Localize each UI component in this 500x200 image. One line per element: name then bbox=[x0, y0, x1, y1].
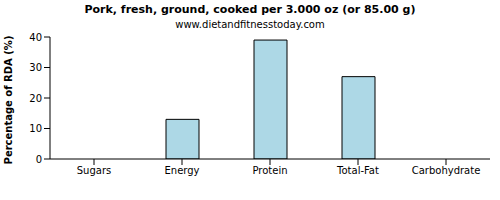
svg-text:20: 20 bbox=[29, 93, 42, 104]
svg-text:40: 40 bbox=[29, 32, 42, 43]
svg-text:30: 30 bbox=[29, 62, 42, 73]
html-text:www.dietandfitnesstoday.com: www.dietandfitnesstoday.com bbox=[175, 19, 325, 30]
html-text:Pork, fresh, ground, cooked pe: Pork, fresh, ground, cooked per 3.000 oz… bbox=[84, 3, 416, 16]
svg-text:Protein: Protein bbox=[252, 165, 287, 176]
svg-text:Percentage of RDA (%): Percentage of RDA (%) bbox=[8, 36, 14, 165]
svg-text:Total-Fat: Total-Fat bbox=[336, 165, 379, 176]
svg-text:Carbohydrate: Carbohydrate bbox=[412, 165, 481, 176]
svg-text:0: 0 bbox=[36, 154, 42, 165]
svg-text:Energy: Energy bbox=[164, 165, 199, 176]
svg-text:10: 10 bbox=[29, 123, 42, 134]
svg-text:Sugars: Sugars bbox=[77, 165, 111, 176]
